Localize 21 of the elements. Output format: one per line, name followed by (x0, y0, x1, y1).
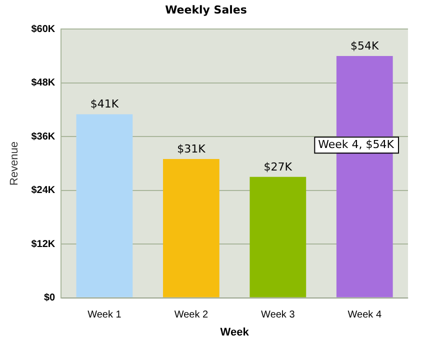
x-tick-label: Week 3 (261, 310, 296, 321)
data-label: $27K (264, 160, 293, 174)
data-label: $31K (177, 142, 206, 156)
bar (76, 114, 133, 298)
y-tick-label: $24K (31, 185, 56, 196)
data-label: $54K (350, 39, 380, 52)
x-tick-label: Week 1 (88, 310, 122, 321)
y-tick-label: $0 (44, 292, 56, 304)
y-axis-title: Revenue (8, 141, 21, 186)
bar (250, 176, 306, 298)
y-tick-label: $12K (31, 238, 56, 250)
chart-title: Weekly Sales (165, 3, 248, 16)
bar (163, 159, 220, 298)
annotation: Week 4, $54K (318, 138, 395, 151)
y-tick-label: $48K (31, 78, 56, 89)
x-axis-title: Week (220, 326, 250, 338)
y-tick-label: $60K (31, 24, 56, 35)
x-tick-label: Week 2 (174, 310, 208, 321)
x-tick-label: Week 4 (348, 310, 382, 321)
data-label: $41K (90, 98, 120, 111)
y-tick-label: $36K (31, 131, 56, 142)
